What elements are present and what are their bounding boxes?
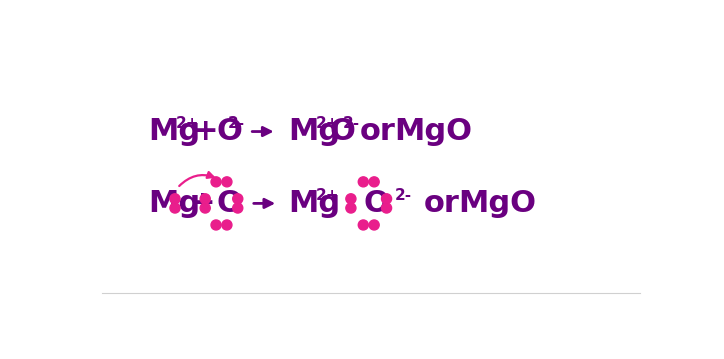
Circle shape [200,194,210,204]
Text: 2+: 2+ [316,188,340,203]
Text: Mg: Mg [288,189,340,218]
Text: +: + [190,189,215,218]
Circle shape [211,220,221,230]
Circle shape [382,203,392,213]
Text: 2+: 2+ [316,116,340,131]
Text: 2-: 2- [395,188,411,203]
Circle shape [232,203,243,213]
Text: +: + [193,117,219,146]
Text: MgO: MgO [458,189,536,218]
Circle shape [211,177,221,187]
Text: 2+: 2+ [176,116,199,131]
Text: O: O [216,189,242,218]
Text: Mg: Mg [288,117,340,146]
Circle shape [369,177,379,187]
Circle shape [369,220,379,230]
Circle shape [358,177,369,187]
Text: or: or [424,189,460,218]
Circle shape [170,203,180,213]
Text: 2-: 2- [227,116,245,131]
Circle shape [232,194,243,204]
Circle shape [358,220,369,230]
Text: O: O [330,117,356,146]
Circle shape [222,177,232,187]
Circle shape [346,194,356,204]
Circle shape [382,194,392,204]
Circle shape [200,203,210,213]
FancyArrowPatch shape [180,172,214,186]
Text: Mg: Mg [148,189,201,218]
Text: Mg: Mg [148,117,201,146]
Circle shape [170,194,180,204]
Circle shape [346,203,356,213]
Text: 2-: 2- [342,116,360,131]
Text: O: O [216,117,242,146]
Text: or: or [361,117,396,146]
Text: O: O [363,189,390,218]
Text: MgO: MgO [395,117,472,146]
Circle shape [222,220,232,230]
